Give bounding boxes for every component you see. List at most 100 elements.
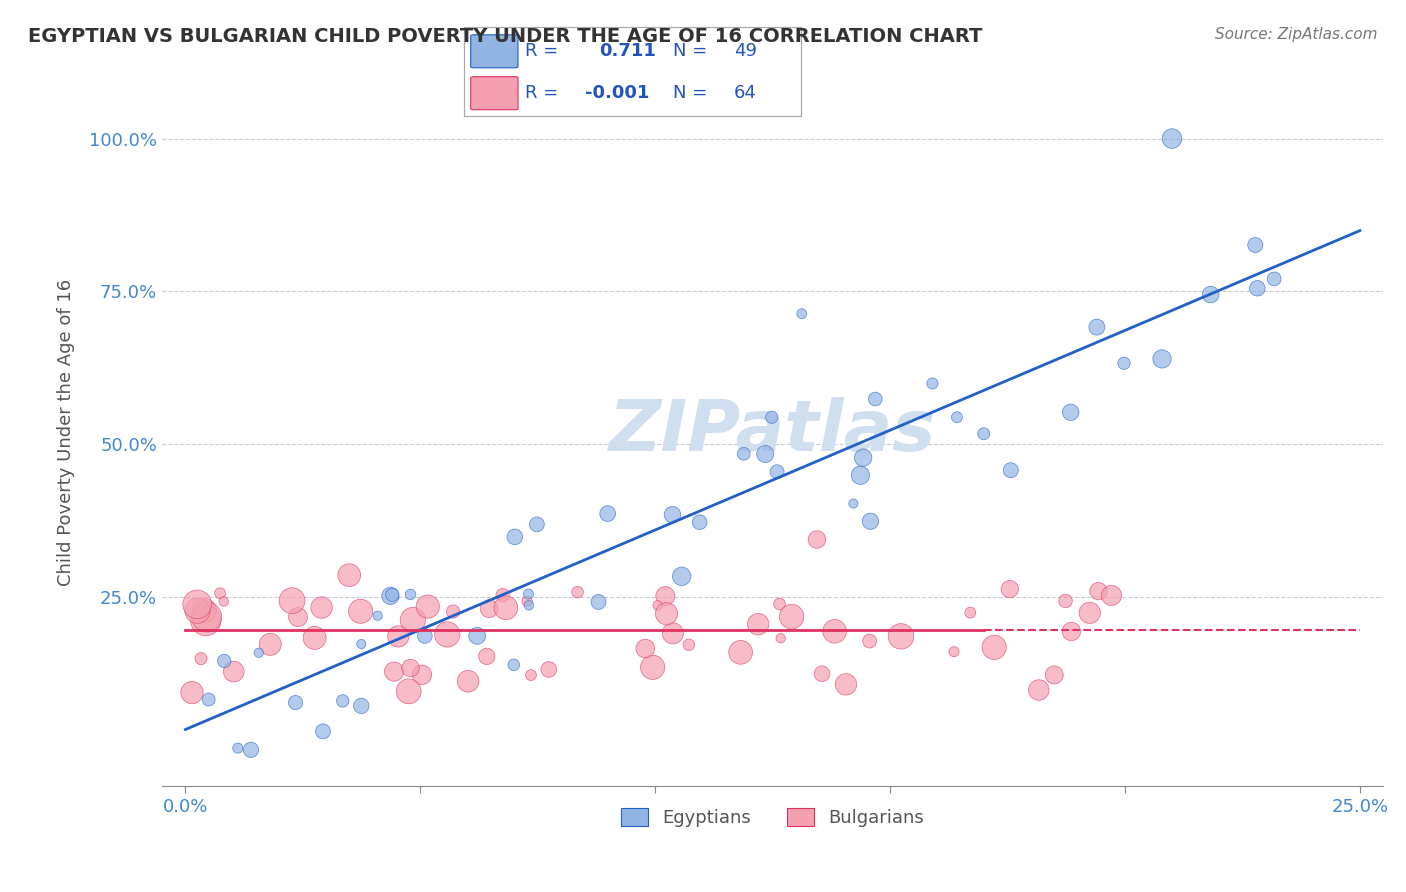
Point <box>436 627 458 641</box>
Point <box>380 589 402 603</box>
Point <box>998 582 1021 596</box>
Point <box>517 587 540 601</box>
FancyBboxPatch shape <box>471 35 517 68</box>
Point <box>754 447 776 461</box>
Point <box>806 533 828 547</box>
Point <box>259 637 281 651</box>
Point <box>311 600 333 615</box>
Point <box>865 392 887 406</box>
Point <box>1000 463 1022 477</box>
Point <box>332 694 354 708</box>
Point <box>567 585 589 599</box>
Point <box>1101 589 1123 603</box>
Point <box>190 651 212 665</box>
Point <box>457 674 479 689</box>
Point <box>517 599 540 613</box>
Point <box>824 624 846 639</box>
Point <box>671 569 693 583</box>
Text: -0.001: -0.001 <box>585 84 650 102</box>
Text: 0.711: 0.711 <box>599 42 655 60</box>
Point <box>662 626 685 640</box>
Point <box>661 508 683 522</box>
Text: 49: 49 <box>734 42 756 60</box>
Point <box>195 610 218 624</box>
Point <box>1028 683 1050 698</box>
Point <box>247 646 270 660</box>
Text: R =: R = <box>524 84 558 102</box>
Point <box>226 741 249 756</box>
Point <box>475 649 498 664</box>
Point <box>304 631 326 645</box>
Point <box>398 684 420 698</box>
Point <box>780 609 803 624</box>
Point <box>1112 356 1135 370</box>
Point <box>186 604 208 618</box>
Point <box>842 496 865 510</box>
Point <box>852 450 875 465</box>
Point <box>1244 238 1267 252</box>
Text: R =: R = <box>524 42 558 60</box>
Point <box>413 629 436 643</box>
Point <box>946 410 969 425</box>
Point <box>1060 405 1083 419</box>
Point <box>768 597 790 611</box>
Point <box>381 588 404 602</box>
Point <box>526 517 548 532</box>
Point <box>689 515 711 529</box>
FancyBboxPatch shape <box>471 77 517 110</box>
Point <box>222 665 245 679</box>
Point <box>1085 320 1108 334</box>
Point <box>350 698 373 713</box>
Point <box>733 447 755 461</box>
Text: 64: 64 <box>734 84 756 102</box>
Point <box>194 614 217 628</box>
Point <box>491 588 513 602</box>
Point <box>790 307 813 321</box>
Point <box>441 605 464 619</box>
Point <box>502 657 524 672</box>
Point <box>678 638 700 652</box>
Point <box>209 586 232 600</box>
Point <box>654 589 676 603</box>
Text: EGYPTIAN VS BULGARIAN CHILD POVERTY UNDER THE AGE OF 16 CORRELATION CHART: EGYPTIAN VS BULGARIAN CHILD POVERTY UNDE… <box>28 27 983 45</box>
Point <box>411 667 433 681</box>
Point <box>761 410 783 425</box>
Point <box>641 660 664 674</box>
Point <box>212 654 235 668</box>
Point <box>1246 281 1268 295</box>
Point <box>181 685 204 699</box>
Point <box>399 587 422 601</box>
Point <box>1060 624 1083 639</box>
Point <box>769 632 792 646</box>
Point <box>465 629 488 643</box>
Point <box>350 604 373 618</box>
Text: N =: N = <box>673 42 707 60</box>
Point <box>1043 668 1066 682</box>
Point <box>655 607 678 621</box>
Point <box>382 665 405 679</box>
Point <box>766 465 789 479</box>
Point <box>387 629 409 643</box>
Point <box>849 468 872 483</box>
Point <box>367 608 389 623</box>
Point <box>983 640 1005 655</box>
Point <box>1199 287 1222 301</box>
Point <box>943 645 966 659</box>
Point <box>337 568 360 582</box>
Point <box>959 606 981 620</box>
Point <box>287 610 309 624</box>
Point <box>1054 594 1077 608</box>
Point <box>747 617 769 632</box>
Point <box>281 593 304 607</box>
Point <box>197 692 219 706</box>
Point <box>634 641 657 656</box>
Point <box>402 613 425 627</box>
Point <box>859 514 882 528</box>
Legend: Egyptians, Bulgarians: Egyptians, Bulgarians <box>613 800 932 834</box>
Point <box>1161 131 1184 145</box>
Point <box>193 603 215 617</box>
Point <box>495 600 517 615</box>
Point <box>537 663 560 677</box>
Text: N =: N = <box>673 84 707 102</box>
Point <box>811 666 834 681</box>
